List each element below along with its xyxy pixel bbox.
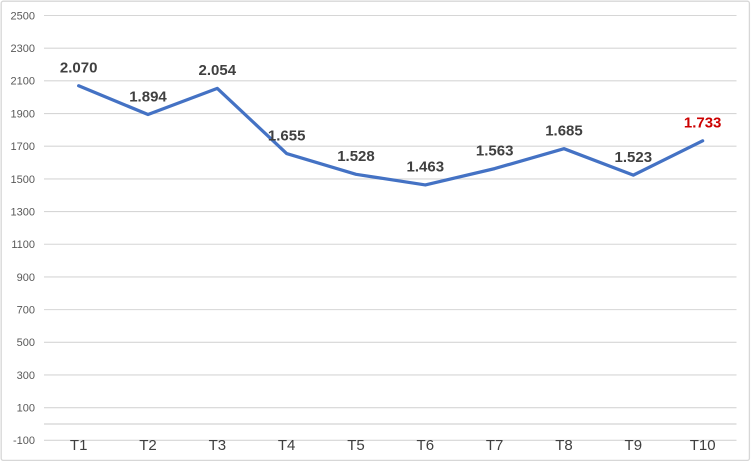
svg-text:1.463: 1.463 <box>407 159 445 176</box>
svg-text:100: 100 <box>17 403 35 415</box>
svg-text:-100: -100 <box>13 435 35 447</box>
svg-text:1500: 1500 <box>11 174 35 186</box>
svg-text:1300: 1300 <box>11 206 35 218</box>
svg-text:1700: 1700 <box>11 141 35 153</box>
svg-text:T3: T3 <box>209 437 227 454</box>
svg-text:T4: T4 <box>278 437 296 454</box>
svg-text:T7: T7 <box>486 437 504 454</box>
svg-text:T6: T6 <box>417 437 435 454</box>
svg-text:T5: T5 <box>347 437 365 454</box>
svg-text:2.070: 2.070 <box>60 60 98 77</box>
svg-text:900: 900 <box>17 272 35 284</box>
svg-text:700: 700 <box>17 304 35 316</box>
svg-text:300: 300 <box>17 370 35 382</box>
svg-text:1.894: 1.894 <box>129 88 167 105</box>
svg-text:1.523: 1.523 <box>615 149 653 166</box>
svg-text:1900: 1900 <box>11 108 35 120</box>
svg-text:1.733: 1.733 <box>684 115 722 132</box>
svg-text:2.054: 2.054 <box>199 62 237 79</box>
svg-text:1.685: 1.685 <box>545 122 583 139</box>
svg-text:T2: T2 <box>139 437 157 454</box>
svg-text:T1: T1 <box>70 437 88 454</box>
svg-text:T10: T10 <box>690 437 716 454</box>
svg-text:1.563: 1.563 <box>476 142 514 159</box>
svg-text:T9: T9 <box>625 437 643 454</box>
svg-text:1.528: 1.528 <box>337 148 375 165</box>
svg-text:2300: 2300 <box>11 43 35 55</box>
svg-text:2100: 2100 <box>11 76 35 88</box>
svg-text:1.655: 1.655 <box>268 127 306 144</box>
svg-text:500: 500 <box>17 337 35 349</box>
svg-text:1100: 1100 <box>11 239 35 251</box>
svg-text:T8: T8 <box>555 437 573 454</box>
svg-text:2500: 2500 <box>11 10 35 22</box>
